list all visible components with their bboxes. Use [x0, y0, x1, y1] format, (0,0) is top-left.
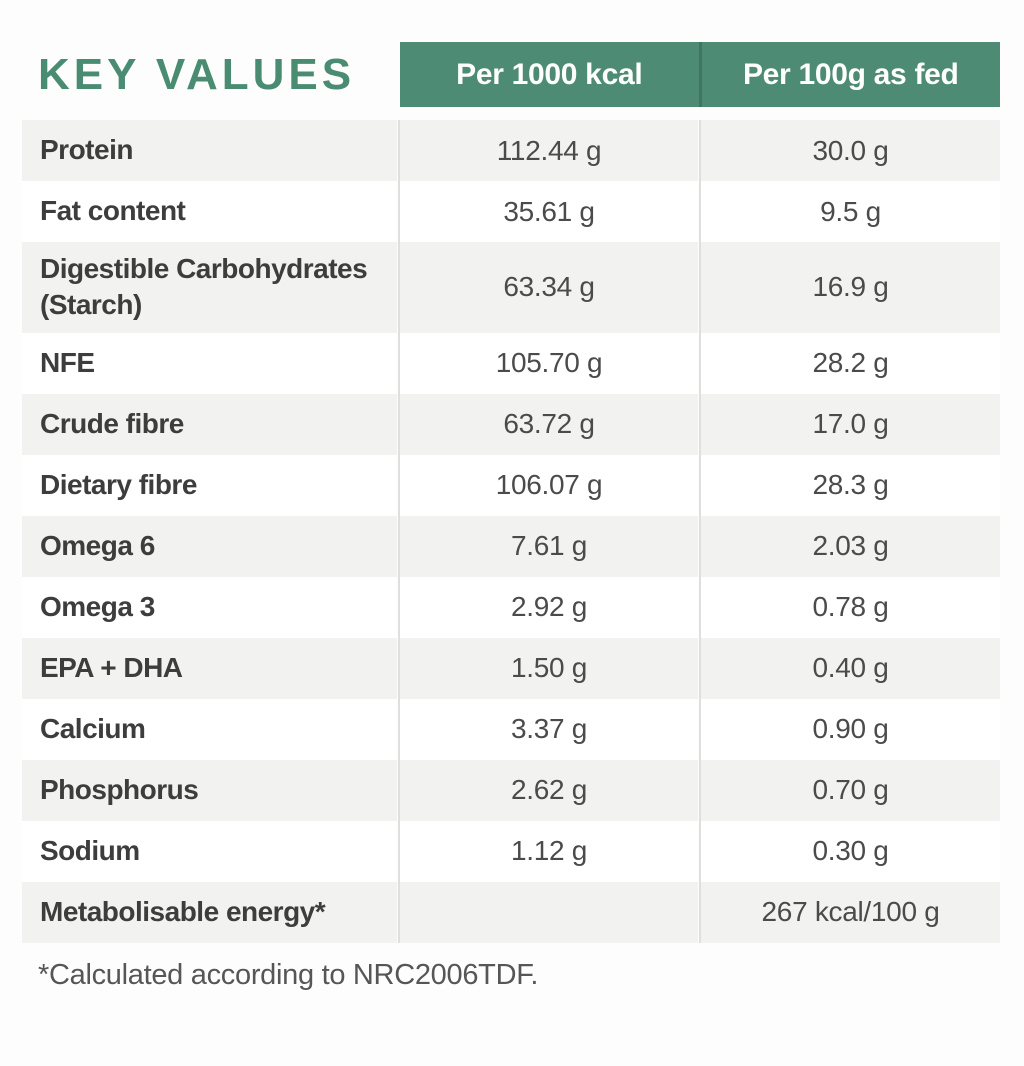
table-header: KEY VALUES Per 1000 kcal Per 100g as fed [22, 42, 1000, 107]
table-row-sodium: Sodium 1.12 g 0.30 g [22, 820, 1000, 882]
row-value-per-100g: 30.0 g [701, 120, 1000, 181]
column-headers: Per 1000 kcal Per 100g as fed [400, 42, 1000, 107]
footnote: *Calculated according to NRC2006TDF. [38, 958, 539, 991]
row-value-per-100g: 0.78 g [701, 576, 1000, 638]
row-value-per-100g: 0.90 g [701, 698, 1000, 760]
table-row-dietary-fibre: Dietary fibre 106.07 g 28.3 g [22, 454, 1000, 516]
page-title: KEY VALUES [38, 49, 356, 99]
row-value-per-1000-kcal: 35.61 g [400, 181, 698, 242]
row-label: NFE [22, 332, 397, 394]
row-value-per-1000-kcal: 2.62 g [400, 759, 698, 821]
row-value-per-100g: 0.70 g [701, 759, 1000, 821]
row-value-per-1000-kcal: 106.07 g [400, 454, 698, 516]
row-label: Metabolisable energy* [22, 881, 397, 943]
row-value-per-100g: 267 kcal/100 g [701, 881, 1000, 943]
row-label: EPA + DHA [22, 637, 397, 699]
table-row-metabolisable-energy: Metabolisable energy* 267 kcal/100 g [22, 881, 1000, 943]
row-label: Omega 6 [22, 515, 397, 577]
table-row-nfe: NFE 105.70 g 28.2 g [22, 332, 1000, 394]
row-label: Omega 3 [22, 576, 397, 638]
row-label: Dietary fibre [22, 454, 397, 516]
title-cell: KEY VALUES [22, 42, 400, 107]
row-value-per-100g: 16.9 g [701, 242, 1000, 333]
row-value-per-100g: 9.5 g [701, 181, 1000, 242]
row-value-per-100g: 28.2 g [701, 332, 1000, 394]
row-value-per-100g: 28.3 g [701, 454, 1000, 516]
column-header-per-100g-as-fed: Per 100g as fed [701, 42, 1000, 107]
key-values-panel: KEY VALUES Per 1000 kcal Per 100g as fed… [22, 42, 1000, 992]
table-row-calcium: Calcium 3.37 g 0.90 g [22, 698, 1000, 760]
row-value-per-100g: 0.40 g [701, 637, 1000, 699]
row-label: Fat content [22, 181, 397, 242]
row-value-per-1000-kcal: 7.61 g [400, 515, 698, 577]
column-header-per-1000-kcal: Per 1000 kcal [400, 42, 699, 107]
table-body: Protein 112.44 g 30.0 g Fat content 35.6… [22, 120, 1000, 943]
row-value-per-1000-kcal: 112.44 g [400, 120, 698, 181]
row-label: Crude fibre [22, 393, 397, 455]
row-label: Protein [22, 120, 397, 181]
table-row-omega-6: Omega 6 7.61 g 2.03 g [22, 515, 1000, 577]
row-value-per-1000-kcal: 3.37 g [400, 698, 698, 760]
row-value-per-1000-kcal: 63.72 g [400, 393, 698, 455]
table-row-crude-fibre: Crude fibre 63.72 g 17.0 g [22, 393, 1000, 455]
row-label: Sodium [22, 820, 397, 882]
row-value-per-1000-kcal: 1.50 g [400, 637, 698, 699]
column-divider-line [698, 120, 701, 943]
table-row-fat-content: Fat content 35.61 g 9.5 g [22, 181, 1000, 242]
row-value-per-1000-kcal: 105.70 g [400, 332, 698, 394]
row-label: Phosphorus [22, 759, 397, 821]
row-label: Digestible Carbohydrates (Starch) [22, 242, 397, 333]
row-value-per-1000-kcal: 63.34 g [400, 242, 698, 333]
table-row-omega-3: Omega 3 2.92 g 0.78 g [22, 576, 1000, 638]
header-divider [698, 42, 702, 107]
row-value-per-100g: 0.30 g [701, 820, 1000, 882]
row-value-per-100g: 17.0 g [701, 393, 1000, 455]
table-row-protein: Protein 112.44 g 30.0 g [22, 120, 1000, 181]
row-value-per-1000-kcal: 2.92 g [400, 576, 698, 638]
table-row-epa-dha: EPA + DHA 1.50 g 0.40 g [22, 637, 1000, 699]
column-divider-line [397, 120, 400, 943]
row-value-per-100g: 2.03 g [701, 515, 1000, 577]
table-row-phosphorus: Phosphorus 2.62 g 0.70 g [22, 759, 1000, 821]
row-label: Calcium [22, 698, 397, 760]
table-row-digestible-carbohydrates: Digestible Carbohydrates (Starch) 63.34 … [22, 242, 1000, 333]
row-value-per-1000-kcal: 1.12 g [400, 820, 698, 882]
row-value-per-1000-kcal [400, 881, 698, 943]
